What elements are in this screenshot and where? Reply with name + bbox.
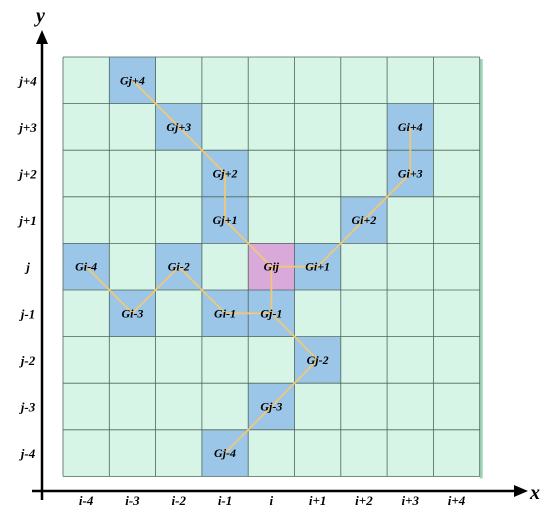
cell-label: Gi+3 [398, 167, 423, 181]
cell-label: Gj-2 [307, 353, 329, 367]
cell-label: Gj-1 [260, 306, 282, 320]
cell-label: Gj+4 [120, 73, 145, 87]
cell-label: Gij [264, 260, 280, 274]
cell-label: Gj-3 [260, 400, 282, 414]
axis-tick-labels: i-4 i-3 i-2 i-1 i i+1 i+2 i+3 i+4 j+4 j+3 j+2 j+1 j j-… [17, 73, 466, 508]
x-axis-title: x [529, 482, 540, 504]
x-tick-label: i-4 [79, 493, 94, 508]
y-tick-label: j [24, 260, 30, 275]
connection-path [131, 79, 273, 268]
grid-lines [62, 56, 481, 477]
cell-label: Gj+3 [166, 120, 191, 134]
y-axis-arrowhead [36, 30, 48, 44]
connection-paths [85, 79, 412, 454]
y-tick-label: j-2 [19, 353, 36, 368]
cell-label: Gi-2 [168, 260, 190, 274]
connection-path [224, 312, 319, 454]
x-tick-label: i-2 [172, 493, 187, 508]
cell-labels: Gj+4 Gj+3 Gj+2 Gj+1 Gi+4 Gi+3 Gi+2 Gi+1 Gi-4 Gi-2… [75, 73, 423, 460]
cell-label: Gi+2 [352, 213, 377, 227]
cell-label: Gi-4 [75, 260, 97, 274]
y-tick-label: j+2 [17, 167, 37, 182]
cell-label: Gi+4 [398, 120, 423, 134]
y-tick-label: j-1 [19, 306, 35, 321]
y-tick-label: j+1 [17, 213, 37, 228]
cell-label: Gj+2 [213, 167, 238, 181]
y-axis-title: y [34, 5, 45, 27]
x-tick-label: i+1 [309, 493, 327, 508]
y-tick-label: j+4 [17, 73, 37, 88]
x-tick-label: i+3 [401, 493, 419, 508]
cell-label: Gj-4 [214, 446, 236, 460]
connection-path [271, 126, 412, 268]
grid-side-shade [479, 59, 483, 479]
x-tick-label: i-1 [218, 493, 232, 508]
x-tick-label: i [270, 493, 274, 508]
y-tick-label: j+3 [17, 120, 37, 135]
x-axis-arrowhead [514, 485, 528, 497]
y-tick-label: j-3 [19, 400, 36, 415]
axes: x y [32, 5, 540, 504]
cell-label: Gi-1 [214, 306, 236, 320]
x-tick-label: i+2 [355, 493, 373, 508]
cell-label: Gi+1 [305, 260, 330, 274]
y-tick-label: j-4 [19, 446, 36, 461]
connection-path [85, 265, 273, 315]
x-tick-label: i-3 [125, 493, 140, 508]
cell-label: Gj+1 [213, 213, 238, 227]
cell-label: Gi-3 [121, 306, 143, 320]
x-tick-label: i+4 [448, 493, 466, 508]
